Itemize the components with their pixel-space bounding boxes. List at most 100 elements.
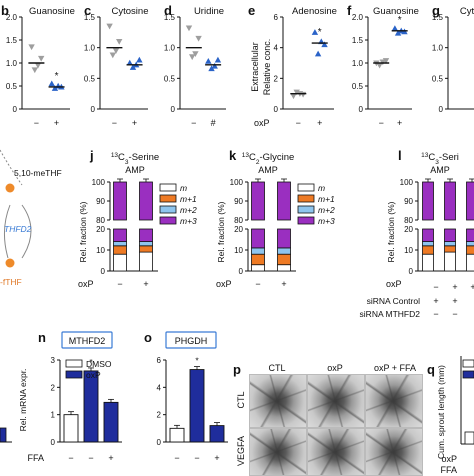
panel-k-ytick-label: 10 bbox=[234, 246, 243, 255]
panel-n-x-category: − bbox=[88, 453, 93, 463]
pathway-metabolite-1: 5,10-meTHF bbox=[14, 168, 62, 178]
panel-k-legend-swatch bbox=[298, 217, 314, 224]
panel-j-legend-swatch bbox=[160, 206, 176, 213]
panel-l-ytick-label: 90 bbox=[404, 197, 413, 206]
panel-b-ytick-label: 2.0 bbox=[6, 13, 18, 22]
panel-k-legend-swatch bbox=[298, 206, 314, 213]
panel-d-data-point bbox=[212, 63, 218, 69]
panel-o-bar bbox=[170, 428, 184, 442]
panel-g-ytick-label: 1.5 bbox=[432, 13, 444, 22]
panel-j-legend-swatch bbox=[160, 195, 176, 202]
panel-j-x-category: − bbox=[117, 279, 122, 289]
panel-l-mthfd2-sign-2: − bbox=[452, 309, 457, 319]
panel-g-title: Cyt bbox=[460, 6, 474, 17]
panel-e-ytick-label: 2 bbox=[274, 74, 279, 83]
panel-p-col-oxp: oxP bbox=[327, 363, 343, 373]
pathway-metabolite-2: -fTHF bbox=[0, 277, 22, 287]
panel-n-legend-label: DMSO bbox=[86, 359, 112, 369]
panel-q-bar-fragment bbox=[465, 432, 474, 444]
panel-j-bar-segment-m+2 bbox=[114, 242, 127, 246]
panel-c-data-point bbox=[116, 39, 122, 45]
panel-j-bar-segment-m+1 bbox=[140, 246, 153, 252]
panel-d-ytick-label: 1.0 bbox=[164, 44, 176, 53]
micrograph-vegfa-oxp-ffa bbox=[365, 428, 423, 476]
panel-d-data-point bbox=[186, 25, 192, 31]
panel-n-legend-swatch bbox=[66, 371, 82, 378]
pathway-node-1 bbox=[6, 184, 15, 193]
panel-k-oxp-label: oxP bbox=[216, 279, 232, 289]
panel-o-ytick-label: 4 bbox=[157, 383, 162, 392]
panel-k-ytick-label: 100 bbox=[230, 178, 244, 187]
panel-n-bar bbox=[104, 402, 118, 442]
panel-j-legend-label: m+1 bbox=[180, 194, 197, 204]
panel-f-title: Guanosine bbox=[373, 6, 419, 17]
micrograph-ctl-oxp bbox=[307, 374, 365, 428]
panel-l-bar-segment-m+1 bbox=[423, 246, 434, 254]
panel-f-ytick-label: 1.5 bbox=[352, 36, 364, 45]
panel-k-ylabel: Rel. fraction (%) bbox=[216, 201, 226, 262]
panel-e-data-point bbox=[315, 51, 321, 57]
panel-k-bar-segment-m bbox=[278, 265, 291, 271]
panel-f-x-category: − bbox=[379, 118, 384, 128]
panel-k-title: 13C2-Glycine bbox=[242, 152, 295, 166]
panel-l-bar-segment-m bbox=[467, 254, 474, 271]
panel-l-bar-segment-m+2 bbox=[445, 242, 456, 246]
panel-f-ytick-label: 2.0 bbox=[352, 13, 364, 22]
panel-k-x-category: + bbox=[281, 279, 286, 289]
panel-d-ytick-label: 1.5 bbox=[164, 13, 176, 22]
panel-n-ylabel: Rel. mRNA expr. bbox=[18, 369, 28, 432]
panel-o-x-category: − bbox=[174, 453, 179, 463]
panel-n-ffa-label: FFA bbox=[27, 453, 44, 463]
panel-g-ytick-label: 0 bbox=[439, 105, 444, 114]
panel-k-ytick-label: 20 bbox=[234, 225, 243, 234]
panel-c-ytick-label: 1.5 bbox=[84, 13, 96, 22]
panel-e-ylabel-2: Relative conc. bbox=[262, 39, 272, 96]
panel-l-bar-segment-m bbox=[423, 254, 434, 271]
micrograph-vegfa-ctl bbox=[249, 428, 307, 476]
panel-q-ffa-label: FFA bbox=[440, 465, 457, 474]
panel-l-subtitle: AMP bbox=[430, 165, 450, 175]
panel-g-ytick-label: 0.5 bbox=[432, 74, 444, 83]
panel-j-bar-segment-m+1 bbox=[114, 246, 127, 254]
panel-j-legend-swatch bbox=[160, 217, 176, 224]
panel-l-bar-segment-m+3 bbox=[445, 229, 456, 242]
panel-k-bar-segment-m+3 bbox=[278, 229, 291, 248]
panel-k-x-category: − bbox=[255, 279, 260, 289]
panel-j-bar-segment-m bbox=[114, 254, 127, 271]
panel-o-bar bbox=[190, 370, 204, 442]
panel-j-bar-segment-m+3 bbox=[140, 229, 153, 242]
panel-k-bar-segment-m bbox=[252, 265, 265, 271]
panel-f-ytick-label: 1.0 bbox=[352, 59, 364, 68]
panel-k-ytick-label: 80 bbox=[234, 216, 243, 225]
panel-k-legend-swatch bbox=[298, 195, 314, 202]
panel-c-x-category: + bbox=[132, 118, 137, 128]
panel-k-legend-swatch bbox=[298, 184, 314, 191]
panel-l-bar-segment-m+3 bbox=[467, 229, 474, 242]
panel-e-x-category: − bbox=[296, 118, 301, 128]
pathway-node-2 bbox=[6, 259, 15, 268]
panel-l-ytick-label: 100 bbox=[400, 178, 414, 187]
panel-o-significance-mark: * bbox=[195, 356, 199, 366]
panel-b-significance-star: * bbox=[55, 71, 59, 82]
panel-n-letter: n bbox=[38, 330, 46, 345]
panel-e-ytick-label: 0 bbox=[274, 105, 279, 114]
panel-k-ytick-label: 90 bbox=[234, 197, 243, 206]
panel-l-ytick-label: 80 bbox=[404, 216, 413, 225]
panel-b-x-category: − bbox=[34, 118, 39, 128]
panel-n-bar bbox=[64, 415, 78, 442]
panel-e-x-category: + bbox=[317, 118, 322, 128]
panel-b-title: Guanosine bbox=[29, 6, 75, 17]
panel-c-ytick-label: 1.0 bbox=[84, 44, 96, 53]
panel-f-x-category: + bbox=[397, 118, 402, 128]
panel-b-data-point bbox=[38, 56, 44, 62]
panel-j-ytick-label: 90 bbox=[96, 197, 105, 206]
panel-j-ytick-label: 80 bbox=[96, 216, 105, 225]
panel-j-subtitle: AMP bbox=[125, 165, 145, 175]
panel-p-letter: p bbox=[233, 362, 241, 377]
panel-k-ytick-label: 0 bbox=[239, 267, 244, 276]
panel-l-sirna-mthfd2: siRNA MTHFD2 bbox=[360, 309, 421, 319]
panel-k-bar-segment-m+3 bbox=[252, 229, 265, 248]
panel-d-data-point bbox=[195, 36, 201, 42]
panel-k-legend-label: m+2 bbox=[318, 205, 335, 215]
panel-f-ytick-label: 0 bbox=[359, 105, 364, 114]
